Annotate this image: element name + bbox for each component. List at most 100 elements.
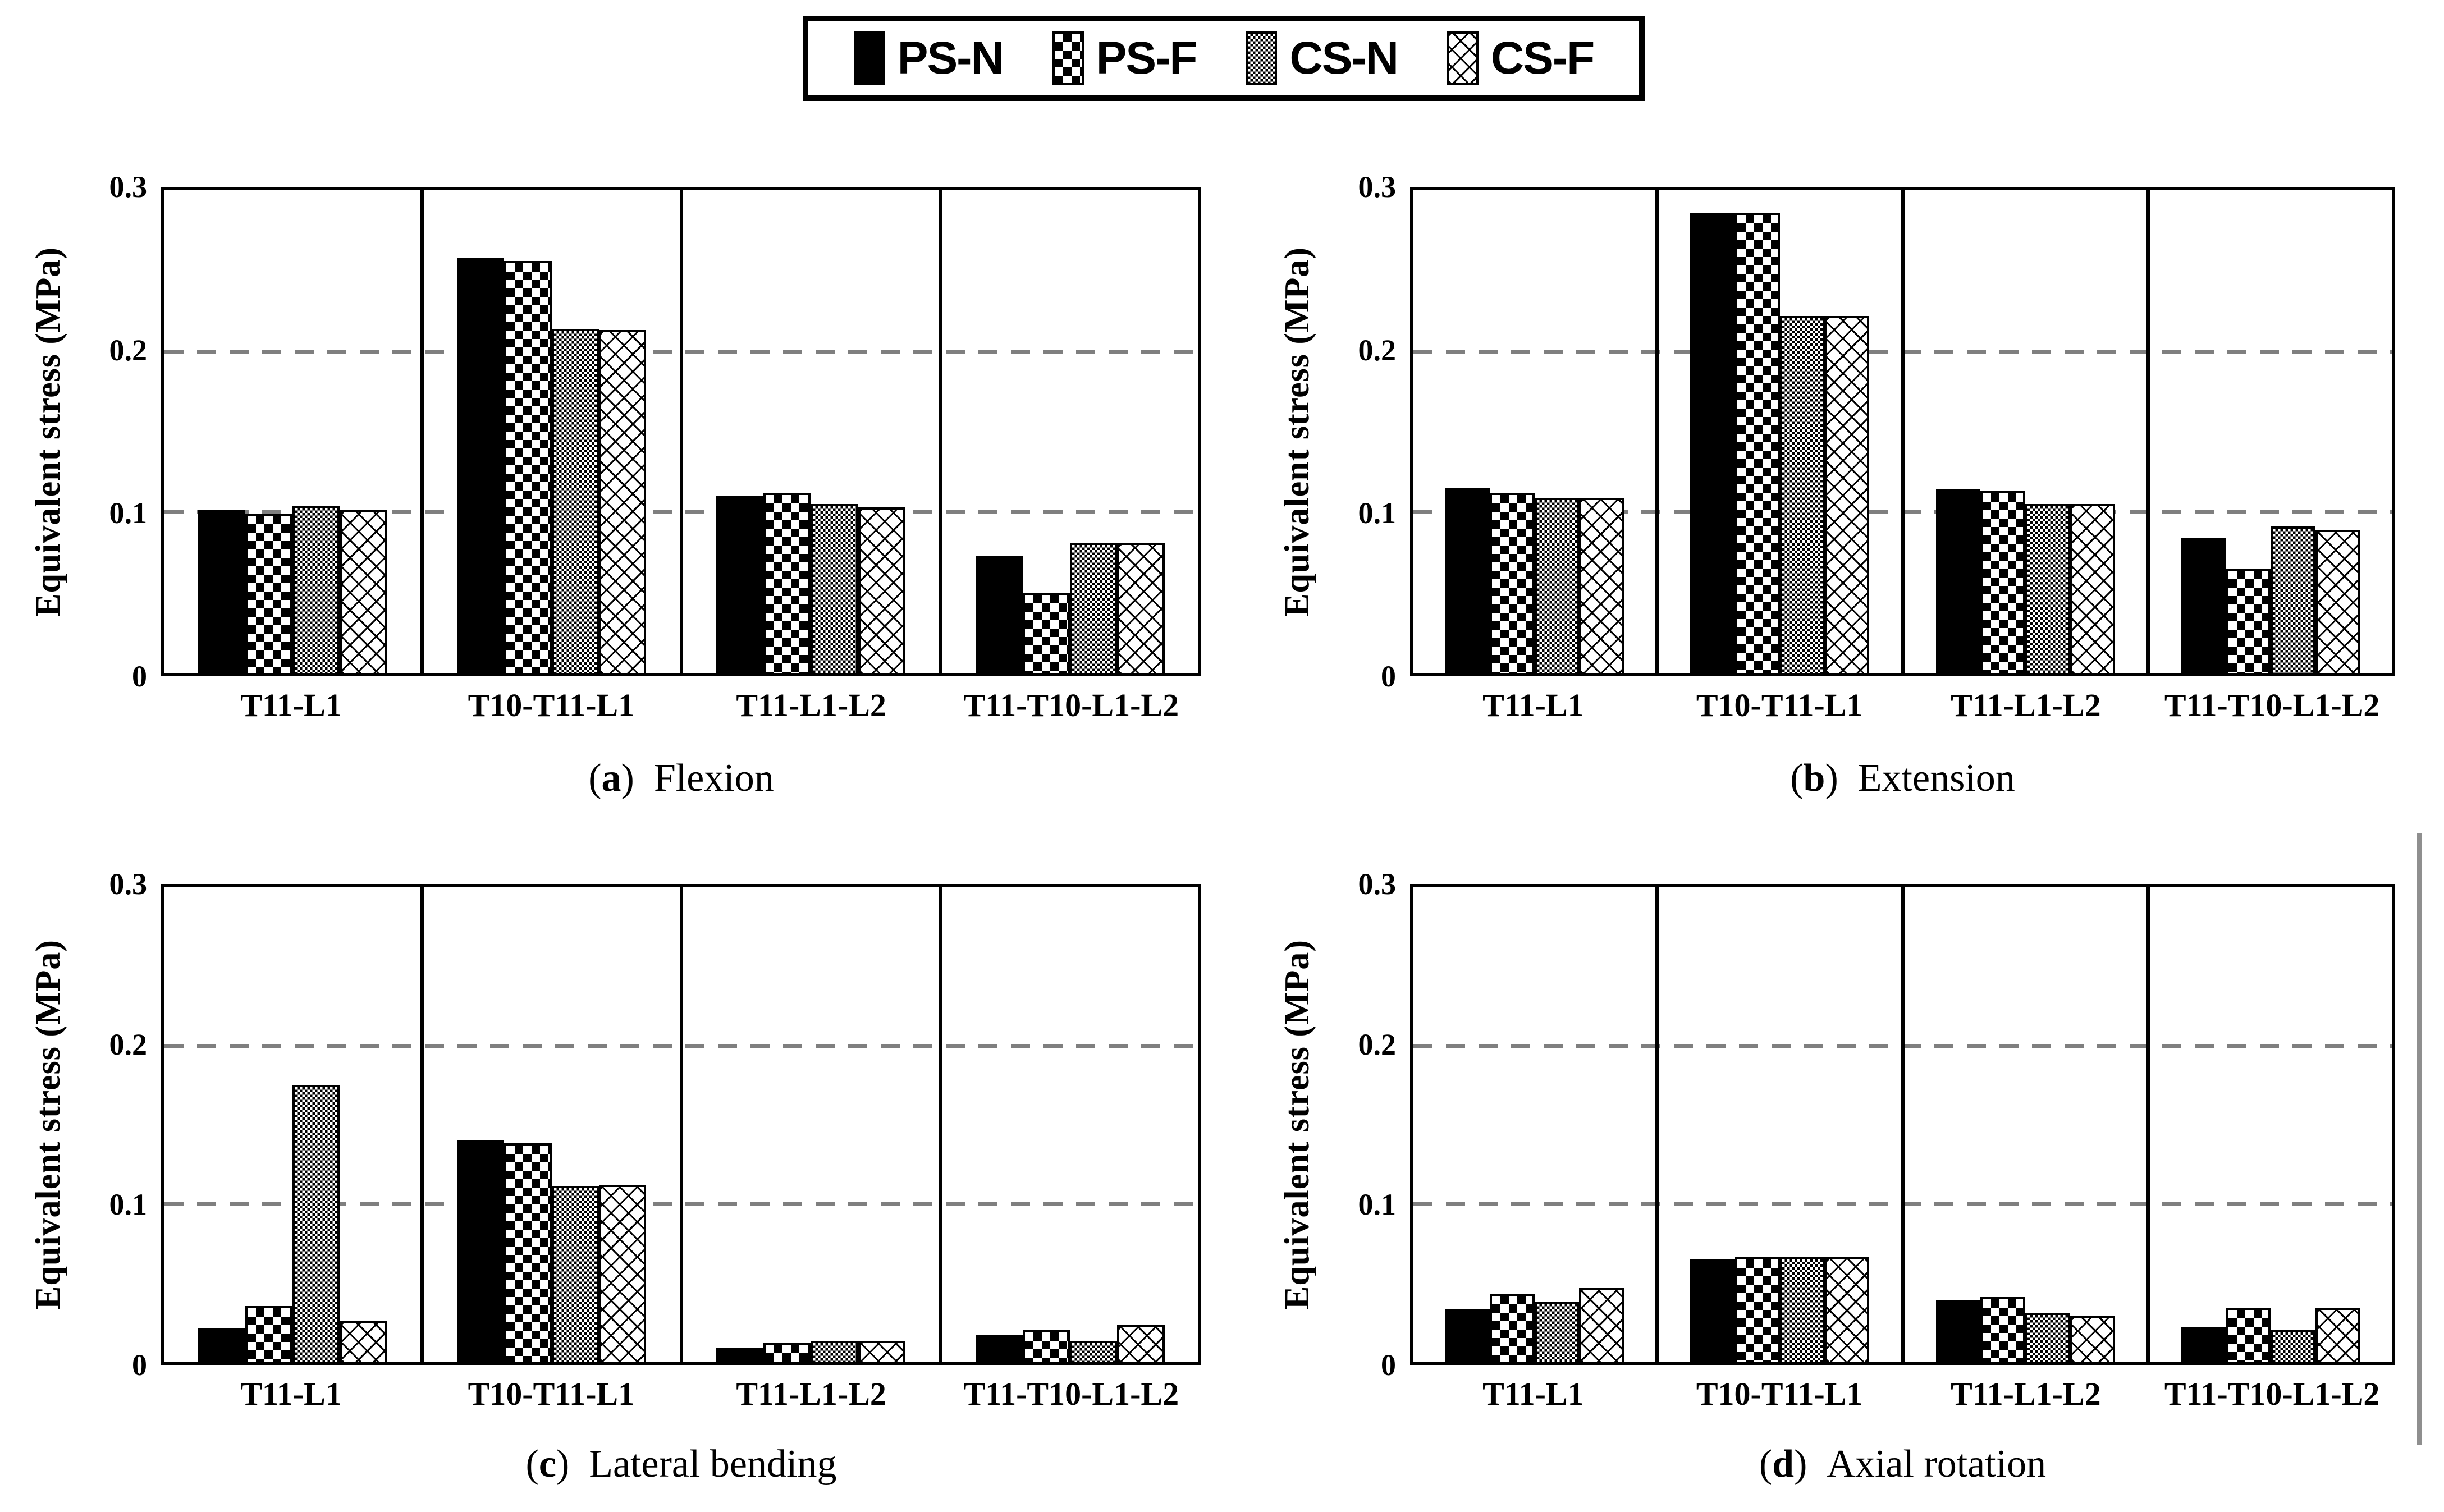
bar-cs-f-T11-T10-L1-L2 bbox=[1117, 542, 1165, 673]
bar-ps-n-T11-L1-L2 bbox=[716, 1347, 764, 1362]
bar-ps-f-T11-L1 bbox=[245, 514, 292, 673]
group-T10-T11-L1 bbox=[424, 887, 683, 1362]
caption-text: d bbox=[1772, 1442, 1795, 1486]
bar-cs-f-T11-L1-L2 bbox=[858, 507, 905, 673]
bar-groups bbox=[164, 190, 1198, 673]
bar-cs-n-T11-L1 bbox=[292, 505, 340, 673]
caption-text: ( bbox=[1790, 757, 1804, 800]
bar-cs-f-T11-L1-L2 bbox=[2070, 1316, 2115, 1362]
bar-ps-f-T11-L1-L2 bbox=[1980, 491, 2026, 673]
bar-ps-n-T11-T10-L1-L2 bbox=[975, 555, 1023, 673]
x-tick-label-T11-L1: T11-L1 bbox=[240, 1376, 342, 1412]
bar-cs-f-T11-T10-L1-L2 bbox=[1117, 1325, 1165, 1362]
x-tick-label-T11-L1-L2: T11-L1-L2 bbox=[1951, 1376, 2101, 1412]
bar-ps-f-T11-L1 bbox=[1489, 492, 1535, 673]
bar-cs-f-T10-T11-L1 bbox=[598, 1184, 647, 1362]
bar-ps-f-T10-T11-L1 bbox=[1735, 1257, 1780, 1362]
caption-text: Axial rotation bbox=[1827, 1442, 2047, 1486]
x-axis-labels-a: T11-L1 T10-T11-L1 T11-L1-L2 T11-T10-L1-L2 bbox=[161, 688, 1201, 723]
x-axis-labels-b: T11-L1 T10-T11-L1 T11-L1-L2 T11-T10-L1-L2 bbox=[1410, 688, 2395, 723]
caption-text: ) bbox=[621, 757, 654, 800]
bar-ps-n-T11-T10-L1-L2 bbox=[2181, 1327, 2226, 1362]
x-tick-label-T10-T11-L1: T10-T11-L1 bbox=[468, 687, 635, 723]
bar-cs-n-T11-T10-L1-L2 bbox=[2271, 526, 2316, 673]
bar-ps-n-T11-L1-L2 bbox=[1935, 1300, 1981, 1362]
bar-cs-f-T11-T10-L1-L2 bbox=[2315, 529, 2360, 673]
bar-ps-n-T11-T10-L1-L2 bbox=[975, 1335, 1023, 1362]
group-T11-T10-L1-L2 bbox=[942, 887, 1198, 1362]
plot-area-c bbox=[161, 884, 1201, 1365]
bar-ps-f-T10-T11-L1 bbox=[504, 261, 552, 673]
bar-cs-f-T11-L1-L2 bbox=[858, 1341, 905, 1362]
y-tick-label-0.3: 0.3 bbox=[1358, 867, 1397, 901]
group-T10-T11-L1 bbox=[1659, 190, 1905, 673]
legend-item-ps-f: PS-F bbox=[1052, 31, 1197, 85]
x-axis-labels-c: T11-L1 T10-T11-L1 T11-L1-L2 T11-T10-L1-L2 bbox=[161, 1376, 1201, 1412]
bar-cs-f-T11-L1 bbox=[1579, 1287, 1624, 1362]
bar-cs-f-T11-L1 bbox=[1579, 497, 1624, 673]
bar-ps-f-T11-T10-L1-L2 bbox=[1022, 1330, 1070, 1362]
caption-text: ( bbox=[588, 757, 602, 800]
bar-cs-n-T10-T11-L1 bbox=[551, 1186, 599, 1362]
x-tick-label-T10-T11-L1: T10-T11-L1 bbox=[468, 1376, 635, 1412]
bar-ps-f-T10-T11-L1 bbox=[504, 1143, 552, 1362]
y-tick-label-0.2: 0.2 bbox=[1358, 333, 1397, 367]
panel-caption-d: (d) Axial rotation bbox=[1410, 1445, 2395, 1484]
y-tick-label-0.1: 0.1 bbox=[109, 1188, 148, 1222]
x-tick-label-T11-L1-L2: T11-L1-L2 bbox=[1951, 687, 2101, 723]
group-T11-L1-L2 bbox=[1905, 887, 2150, 1362]
bar-ps-n-T11-L1-L2 bbox=[1935, 489, 1981, 673]
bar-ps-f-T10-T11-L1 bbox=[1735, 213, 1780, 673]
bar-ps-n-T10-T11-L1 bbox=[1690, 213, 1736, 673]
caption-text: Lateral bending bbox=[589, 1442, 837, 1486]
x-tick-label-T11-L1-L2: T11-L1-L2 bbox=[736, 1376, 886, 1412]
group-T11-L1-L2 bbox=[1905, 190, 2150, 673]
caption-text: Extension bbox=[1857, 757, 2015, 800]
group-T11-T10-L1-L2 bbox=[2150, 887, 2392, 1362]
legend: PS-N PS-F CS-N CS-F bbox=[803, 16, 1645, 101]
caption-text: Flexion bbox=[653, 757, 774, 800]
x-tick-label-T10-T11-L1: T10-T11-L1 bbox=[1696, 687, 1863, 723]
x-tick-label-T11-L1: T11-L1 bbox=[1482, 1376, 1584, 1412]
bar-cs-f-T11-T10-L1-L2 bbox=[2315, 1308, 2360, 1362]
group-T11-T10-L1-L2 bbox=[942, 190, 1198, 673]
legend-swatch-cs-f-icon bbox=[1447, 31, 1479, 85]
y-axis-label-c: Equivalent stress (MPa) bbox=[29, 939, 67, 1310]
bar-ps-f-T11-L1-L2 bbox=[763, 492, 811, 673]
plot-area-b bbox=[1410, 187, 2395, 676]
legend-label: CS-N bbox=[1289, 33, 1398, 84]
x-tick-label-T11-T10-L1-L2: T11-T10-L1-L2 bbox=[963, 1376, 1179, 1412]
bar-cs-n-T11-L1-L2 bbox=[811, 1341, 858, 1362]
bar-ps-n-T11-L1 bbox=[198, 1328, 245, 1362]
legend-swatch-ps-f-icon bbox=[1052, 31, 1084, 85]
bar-cs-f-T11-L1 bbox=[340, 1320, 387, 1362]
group-T11-L1-L2 bbox=[683, 887, 942, 1362]
bar-cs-n-T11-T10-L1-L2 bbox=[2271, 1330, 2316, 1362]
bar-ps-n-T11-L1-L2 bbox=[716, 496, 764, 673]
legend-swatch-ps-n-icon bbox=[853, 31, 885, 85]
caption-text: c bbox=[538, 1442, 556, 1486]
bar-cs-n-T10-T11-L1 bbox=[1779, 1257, 1825, 1362]
bar-ps-n-T10-T11-L1 bbox=[457, 258, 505, 673]
legend-label: PS-N bbox=[897, 33, 1004, 84]
bar-cs-n-T11-L1 bbox=[292, 1085, 340, 1362]
caption-text: ( bbox=[1759, 1442, 1773, 1486]
y-tick-label-0.2: 0.2 bbox=[1358, 1027, 1397, 1061]
panel-caption-a: (a) Flexion bbox=[161, 759, 1201, 798]
y-axis-label-d: Equivalent stress (MPa) bbox=[1278, 939, 1316, 1310]
y-axis-label-a: Equivalent stress (MPa) bbox=[29, 246, 67, 617]
bar-ps-f-T11-L1 bbox=[245, 1306, 292, 1362]
bar-cs-f-T11-L1-L2 bbox=[2070, 504, 2115, 673]
y-tick-label-0: 0 bbox=[1381, 659, 1396, 693]
plot-area-a bbox=[161, 187, 1201, 676]
y-tick-label-0: 0 bbox=[132, 1348, 147, 1382]
bar-ps-f-T11-L1-L2 bbox=[763, 1343, 811, 1362]
bar-ps-f-T11-L1-L2 bbox=[1980, 1296, 2026, 1362]
bar-ps-n-T10-T11-L1 bbox=[457, 1140, 505, 1362]
y-axis-label-b: Equivalent stress (MPa) bbox=[1278, 246, 1316, 617]
bar-groups bbox=[1413, 887, 2392, 1362]
group-T11-T10-L1-L2 bbox=[2150, 190, 2392, 673]
caption-text: ) bbox=[556, 1442, 589, 1486]
bar-cs-f-T11-L1 bbox=[340, 510, 387, 673]
y-tick-label-0: 0 bbox=[132, 659, 147, 693]
